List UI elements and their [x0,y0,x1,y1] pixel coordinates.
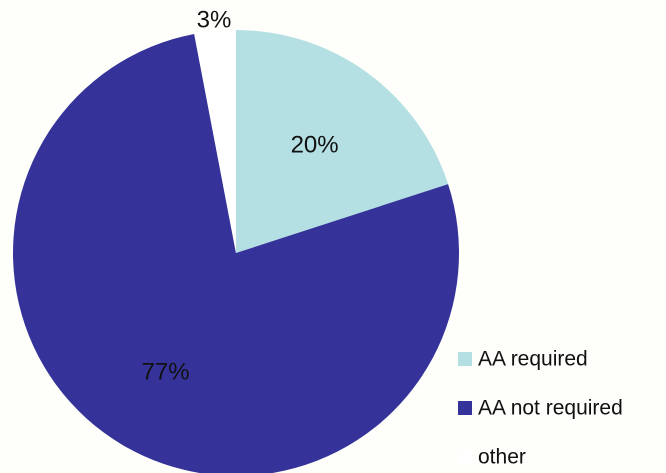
legend-item-aa-not-required: AA not required [458,397,623,420]
legend-item-aa-required: AA required [458,348,588,371]
slice-label-aa-not-required: 77% [142,359,190,386]
legend-swatch [458,401,472,415]
legend-swatch [458,352,472,366]
pie-slices [13,30,459,473]
slice-label-other: 3% [197,6,232,33]
legend-swatch [458,450,472,464]
legend-label: other [478,446,526,469]
legend-item-other: other [458,446,526,469]
slice-label-aa-required: 20% [291,131,339,158]
legend: AA required AA not required other [458,348,623,469]
legend-label: AA not required [478,397,623,420]
legend-label: AA required [478,348,588,371]
